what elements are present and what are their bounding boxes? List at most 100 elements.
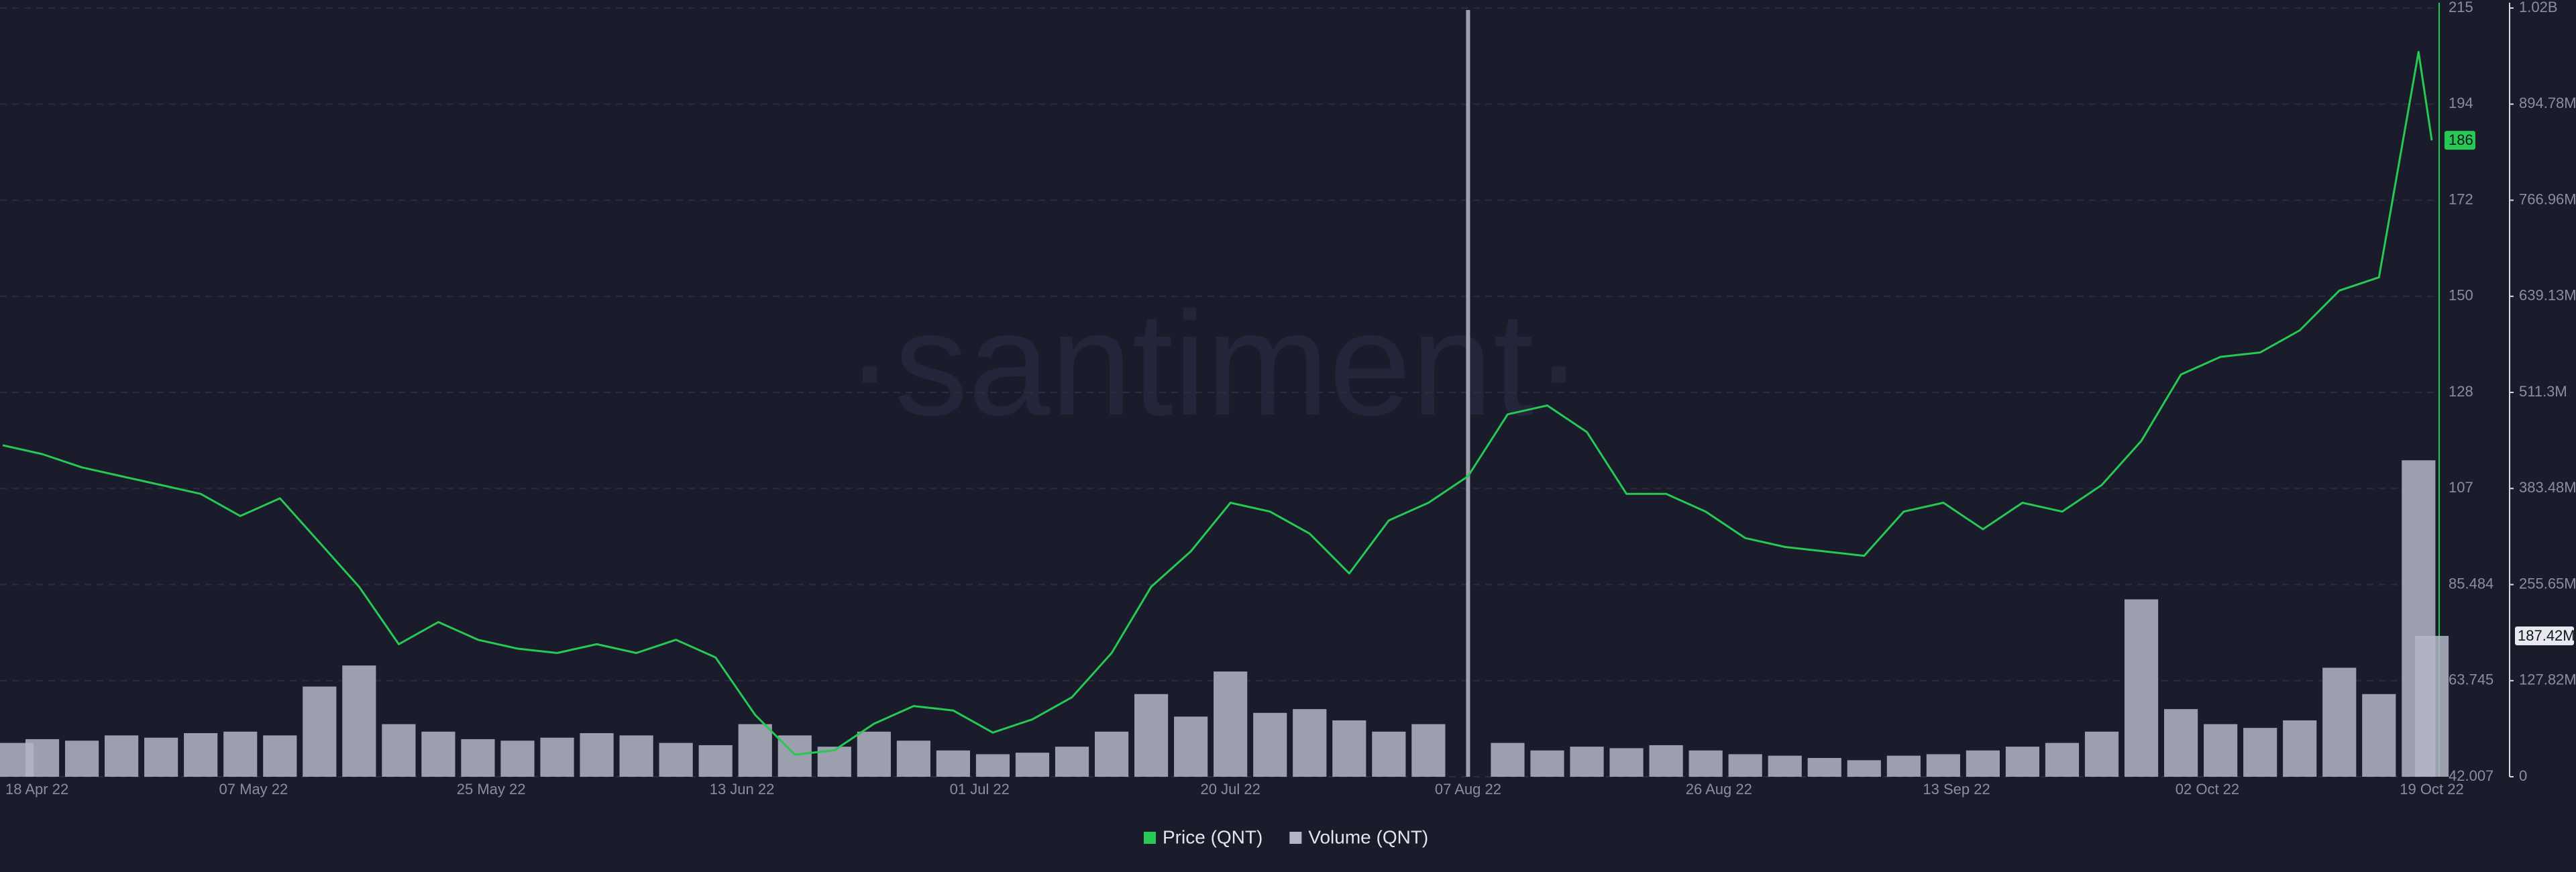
volume-bar (263, 735, 297, 777)
legend-swatch (1144, 832, 1156, 844)
volume-bar (1293, 709, 1327, 777)
price-badge-label: 186 (2449, 131, 2473, 148)
price-badge (2445, 131, 2475, 150)
volume-bar (1134, 694, 1169, 777)
legend-swatch (1289, 832, 1302, 844)
x-tick-label: 02 Oct 22 (2176, 781, 2239, 798)
volume-bar (1728, 754, 1762, 777)
volume-bar (2204, 724, 2238, 777)
y-tick-label: 194 (2449, 95, 2473, 111)
volume-bar (1332, 720, 1366, 777)
x-tick-label: 07 May 22 (219, 781, 288, 798)
y2-tick-label: 511.3M (2519, 383, 2567, 400)
y-tick-label: 42.007 (2449, 767, 2493, 784)
volume-bar (1055, 747, 1089, 777)
y2-tick-label: 383.48M (2519, 479, 2576, 496)
volume-bar (144, 737, 178, 777)
volume-bar (1847, 760, 1881, 777)
volume-bar (1015, 753, 1050, 777)
y-tick-label: 85.484 (2449, 575, 2493, 592)
volume-bar (1214, 671, 1248, 777)
volume-bar (619, 735, 653, 777)
legend-label: Price (QNT) (1163, 826, 1263, 847)
volume-bar (2084, 731, 2119, 777)
x-tick-label: 13 Jun 22 (710, 781, 775, 798)
x-tick-label: 25 May 22 (457, 781, 526, 798)
volume-bar (1649, 745, 1683, 777)
volume-bar (303, 686, 337, 777)
y-tick-label: 150 (2449, 287, 2473, 304)
volume-bar (698, 745, 733, 777)
volume-bar (2283, 720, 2317, 777)
volume-bar (1609, 748, 1644, 777)
x-tick-label: 13 Sep 22 (1923, 781, 1990, 798)
volume-badge-label: 187.42M (2518, 627, 2575, 644)
volume-bar (1570, 747, 1604, 777)
volume-bar (1807, 757, 1841, 777)
y2-tick-label: 127.82M (2519, 671, 2576, 688)
volume-bar (1253, 712, 1287, 777)
y-tick-label: 63.745 (2449, 671, 2493, 688)
volume-bar (2362, 694, 2396, 777)
volume-bar (223, 731, 258, 777)
volume-bar (25, 739, 60, 777)
y2-tick-label: 1.02B (2519, 0, 2558, 15)
volume-bar (1688, 750, 1723, 777)
volume-bar (1926, 754, 1960, 777)
volume-bar (2124, 599, 2159, 777)
volume-bar (2243, 728, 2277, 777)
volume-bar (659, 743, 693, 777)
volume-bar (1530, 750, 1564, 777)
y2-tick-label: 766.96M (2519, 190, 2576, 207)
volume-bar (2045, 743, 2080, 777)
y-tick-label: 172 (2449, 190, 2473, 207)
volume-bar (2005, 747, 2040, 777)
volume-bar (1886, 755, 1921, 777)
legend-label: Volume (QNT) (1308, 826, 1428, 847)
y2-tick-label: 894.78M (2519, 95, 2576, 111)
volume-bar (540, 737, 574, 777)
volume-bar (184, 733, 218, 777)
price-line (2, 50, 2433, 756)
x-tick-label: 01 Jul 22 (950, 781, 1010, 798)
x-tick-label: 18 Apr 22 (5, 781, 68, 798)
volume-bar (500, 741, 535, 777)
volume-bar (2322, 667, 2357, 777)
watermark: ·santiment· (845, 281, 1583, 446)
y-tick-label: 107 (2449, 479, 2473, 496)
volume-bar (1491, 743, 1525, 777)
volume-bar (382, 724, 416, 777)
x-tick-label: 07 Aug 22 (1435, 781, 1501, 798)
volume-bar (461, 739, 495, 777)
volume-bar (1094, 731, 1129, 777)
volume-bar (857, 731, 891, 777)
volume-bar (936, 750, 971, 777)
volume-bar (896, 741, 930, 777)
volume-bar (421, 731, 455, 777)
volume-bar (975, 754, 1010, 777)
y2-tick-label: 255.65M (2519, 575, 2576, 592)
x-tick-label: 20 Jul 22 (1201, 781, 1260, 798)
y-tick-label: 215 (2449, 0, 2473, 15)
volume-bar (1411, 724, 1446, 777)
volume-bar (580, 733, 614, 777)
y2-tick-label: 0 (2519, 767, 2527, 784)
volume-bar (1768, 755, 1802, 777)
volume-bar (2414, 635, 2449, 777)
volume-bar (738, 724, 772, 777)
volume-bar (1966, 750, 2000, 777)
volume-bar (342, 665, 376, 777)
x-tick-label: 19 Oct 22 (2400, 781, 2463, 798)
volume-bar (1466, 9, 1470, 777)
volume-bar (1372, 731, 1406, 777)
x-tick-label: 26 Aug 22 (1686, 781, 1752, 798)
volume-bar (2164, 709, 2198, 777)
volume-bar (105, 735, 139, 777)
volume-bar (1174, 716, 1208, 777)
volume-badge (2515, 626, 2574, 645)
volume-bar (64, 741, 99, 777)
y-tick-label: 128 (2449, 383, 2473, 400)
y2-tick-label: 639.13M (2519, 287, 2576, 304)
